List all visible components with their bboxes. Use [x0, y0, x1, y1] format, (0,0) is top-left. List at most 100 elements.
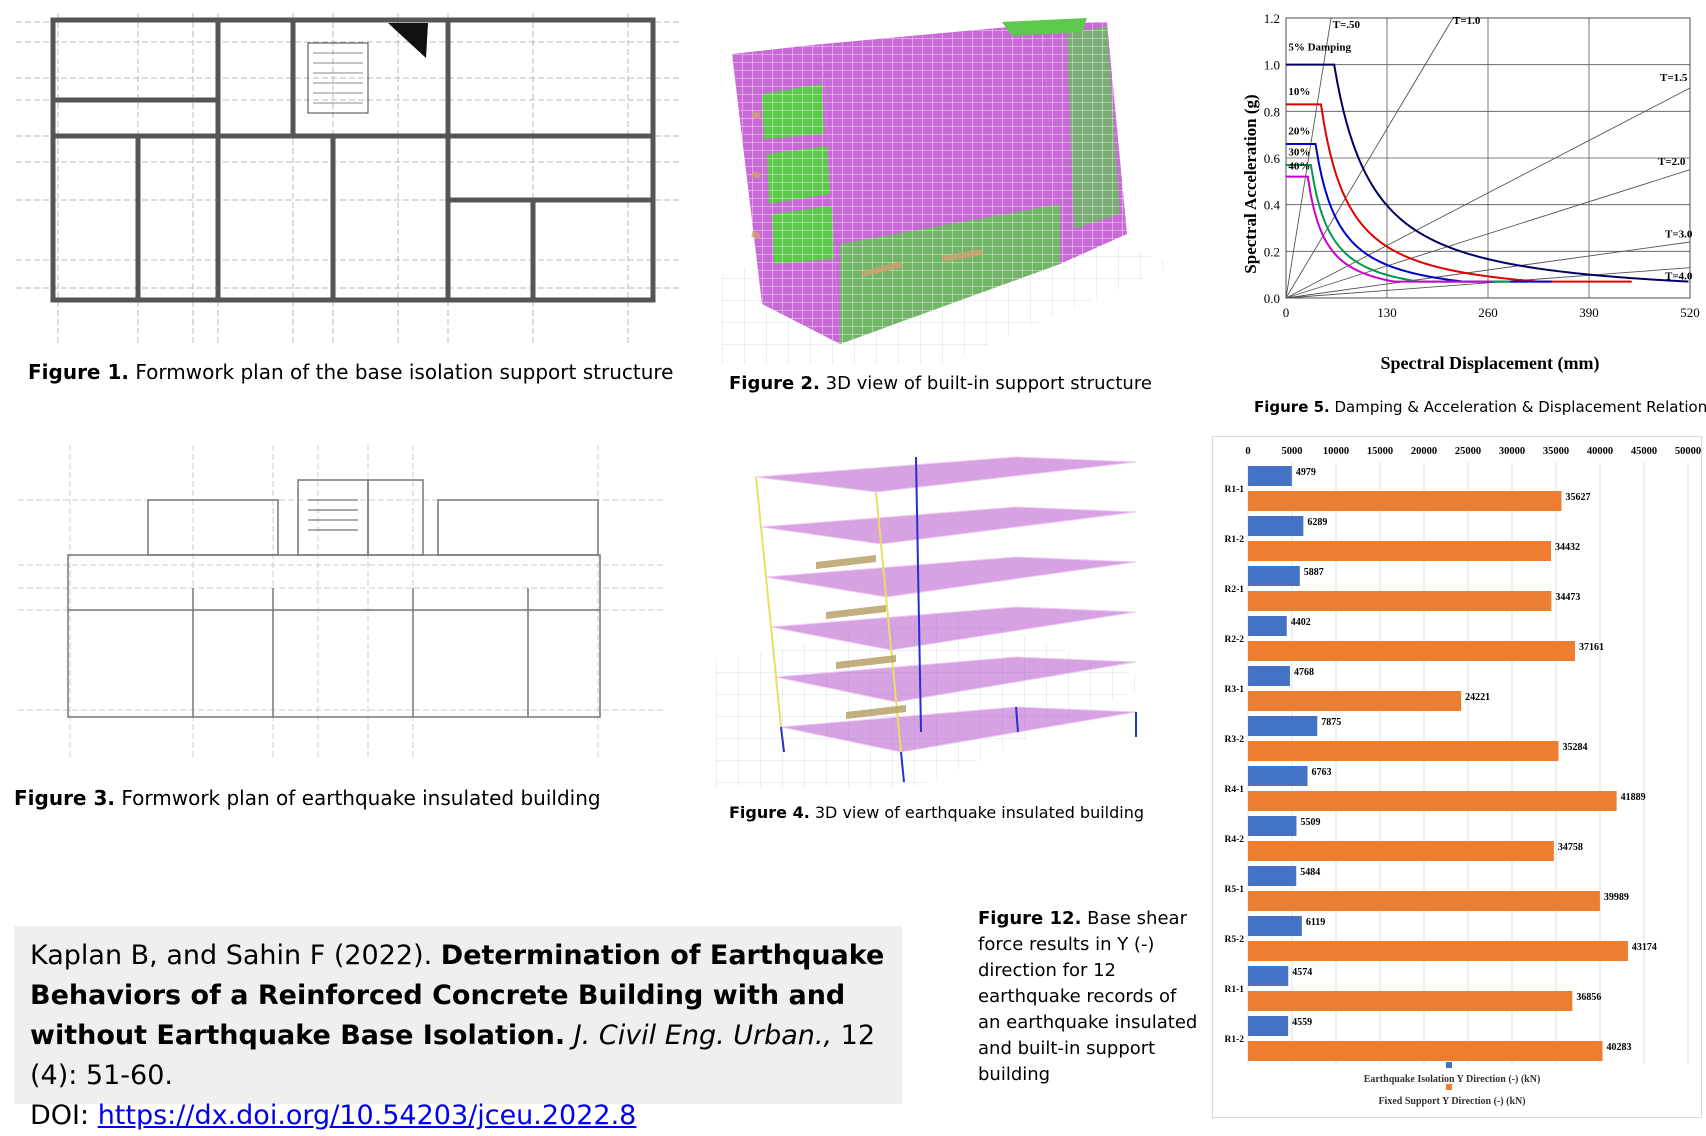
figure-5-text: Damping & Acceleration & Displacement Re…	[1329, 398, 1706, 416]
figure-1-label: Figure 1.	[28, 360, 129, 384]
fixed-support-bar	[1248, 691, 1462, 711]
category-labels: R1-1 R1-2 R2-1 R2-2 R3-1 R3-2 R4-1 R4-2 R5-1 R5-2…	[1224, 485, 1244, 1045]
period-line-label: T=1.0	[1453, 15, 1481, 27]
damping-curve	[1286, 143, 1552, 283]
y-tick-label: 0.6	[1264, 151, 1281, 166]
figure-2-label: Figure 2.	[729, 373, 820, 394]
period-lines: T=.50 T=1.0 T=1.5 T=2.0 T=3.0 T=4.0	[1285, 15, 1693, 299]
figure-1-caption: Figure 1. Formwork plan of the base isol…	[28, 360, 673, 384]
isolation-bar	[1248, 916, 1302, 936]
citation-title: Determination of Earthquake Behaviors of…	[30, 940, 885, 1051]
isolation-bar	[1248, 716, 1318, 736]
legend-swatch	[1446, 1062, 1452, 1068]
bar-value-label: 4979	[1296, 467, 1316, 478]
period-line-label: T=1.5	[1660, 72, 1688, 84]
bar-value-label: 43174	[1632, 942, 1657, 953]
series-label: 30%	[1288, 147, 1310, 159]
figure-12-text: Base shear force results in Y (-) direct…	[978, 908, 1198, 1085]
bar-value-label: 35284	[1562, 742, 1587, 753]
y-tick-label: 0.2	[1264, 244, 1280, 259]
x-tick-label: 40000	[1587, 446, 1613, 457]
period-line-label: T=.50	[1333, 19, 1361, 31]
x-tick-label: 35000	[1543, 446, 1569, 457]
x-tick-label: 260	[1478, 305, 1498, 320]
bar-value-label: 6289	[1307, 517, 1327, 528]
figure-3-caption: Figure 3. Formwork plan of earthquake in…	[14, 786, 601, 810]
isolation-bar	[1248, 616, 1287, 636]
figure-12-bar-chart: 0 5000 10000 15000 20000 25000 30000 35000 40000…	[1212, 436, 1702, 1118]
figure-12-caption: Figure 12. Base shear force results in Y…	[978, 906, 1198, 1088]
isolation-bar	[1248, 766, 1308, 786]
fixed-support-bar	[1248, 491, 1562, 511]
x-tick-label: 30000	[1499, 446, 1525, 457]
bar-value-label: 5509	[1300, 817, 1320, 828]
fixed-support-bar	[1248, 791, 1617, 811]
bar-value-label: 6119	[1306, 917, 1325, 928]
y-tick-label: 0.8	[1264, 104, 1280, 119]
figure-5-spectrum-chart: T=.50 T=1.0 T=1.5 T=2.0 T=3.0 T=4.0 0.0 0.2 0.4…	[1241, 11, 1700, 374]
bar-value-label: 41889	[1621, 792, 1646, 803]
category-label: R1-2	[1224, 535, 1244, 545]
bar-value-label: 5887	[1304, 567, 1324, 578]
period-line-label: T=2.0	[1658, 156, 1686, 168]
isolation-bar	[1248, 566, 1300, 586]
fixed-support-bar	[1248, 841, 1554, 861]
isolation-bar	[1248, 1016, 1289, 1036]
isolation-bar	[1248, 966, 1289, 986]
citation-doi-link[interactable]: https://dx.doi.org/10.54203/jceu.2022.8	[97, 1100, 637, 1131]
x-tick-labels: 0 5000 10000 15000 20000 25000 30000 35000 40000…	[1245, 446, 1701, 457]
bar-value-label: 5484	[1300, 867, 1320, 878]
category-label: R4-2	[1224, 835, 1244, 845]
x-tick-label: 390	[1579, 305, 1599, 320]
bar-value-label: 4559	[1292, 1017, 1312, 1028]
x-tick-label: 45000	[1631, 446, 1657, 457]
isolation-bar	[1248, 666, 1290, 686]
figure-2-caption: Figure 2. 3D view of built-in support st…	[729, 373, 1152, 394]
period-line	[1285, 267, 1691, 299]
legend-swatch	[1446, 1084, 1452, 1090]
bar-value-label: 6763	[1312, 767, 1332, 778]
bar-value-label: 39989	[1604, 892, 1629, 903]
bar-value-label: 34758	[1558, 842, 1583, 853]
figure-5-label: Figure 5.	[1254, 398, 1330, 416]
series-label: 10%	[1288, 86, 1310, 98]
y-tick-label: 1.0	[1264, 58, 1280, 73]
damping-curve	[1286, 175, 1492, 283]
fixed-support-bar	[1248, 941, 1628, 961]
x-tick-label: 0	[1283, 305, 1290, 320]
figure-12-label: Figure 12.	[978, 908, 1082, 929]
figure-3-plan-drawing	[18, 445, 663, 760]
series-labels: 5% Damping 10% 20% 30% 40%	[1288, 42, 1351, 173]
x-tick-label: 0	[1245, 446, 1250, 457]
category-label: R5-1	[1224, 885, 1244, 895]
fixed-support-bar	[1248, 991, 1573, 1011]
fixed-support-bar	[1248, 541, 1552, 561]
figure-4-label: Figure 4.	[729, 803, 810, 822]
citation-journal: J. Civil Eng. Urban.,	[565, 1020, 833, 1051]
fixed-support-bar	[1248, 591, 1552, 611]
category-label: R3-1	[1224, 685, 1244, 695]
x-tick-label: 5000	[1282, 446, 1303, 457]
period-line	[1285, 241, 1691, 299]
grid	[1247, 462, 1689, 1064]
category-label: R1-1	[1224, 485, 1244, 495]
category-label: R5-2	[1224, 935, 1244, 945]
grid	[1285, 17, 1691, 299]
damping-curve	[1286, 63, 1689, 283]
figure-1-plan-drawing	[16, 13, 680, 343]
isolation-bar	[1248, 816, 1297, 836]
figure-2-3d-model	[722, 18, 1176, 364]
category-label: R3-2	[1224, 735, 1244, 745]
citation-box: Kaplan B, and Sahin F (2022). Determinat…	[14, 926, 902, 1131]
figure-4-text: 3D view of earthquake insulated building	[809, 803, 1145, 822]
period-line	[1285, 17, 1454, 299]
figure-4-caption: Figure 4. 3D view of earthquake insulate…	[729, 803, 1144, 822]
legend: Earthquake Isolation Y Direction (-) (kN…	[1364, 1062, 1540, 1107]
figure-2-text: 3D view of built-in support structure	[819, 373, 1152, 394]
fixed-support-bar	[1248, 741, 1559, 761]
figure-3-text: Formwork plan of earthquake insulated bu…	[114, 786, 601, 810]
x-tick-label: 20000	[1411, 446, 1437, 457]
bars: 4979 35627 6289 34432 5887 34473 4402 37161 4768…	[1248, 466, 1657, 1061]
isolation-bar	[1248, 516, 1304, 536]
isolation-bar	[1248, 866, 1297, 886]
